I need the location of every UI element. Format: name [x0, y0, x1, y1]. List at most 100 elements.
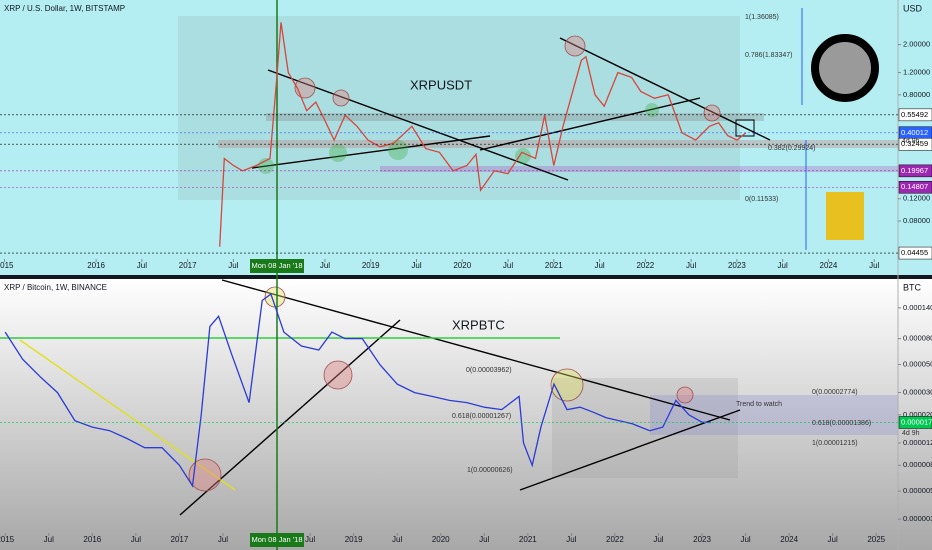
trendlines: [0, 37, 771, 516]
circle-mark: [515, 148, 531, 164]
x-tick-label: Jul: [479, 535, 489, 544]
x-tick-label: Jul: [503, 261, 513, 270]
x-tick-label: 2023: [693, 535, 711, 544]
x-tick-label: Jul: [131, 535, 141, 544]
price-tag-label: 0.55492: [901, 110, 928, 119]
price-tag: [898, 164, 932, 178]
x-tick-label: 2022: [636, 261, 654, 270]
x-tick-label: Jul: [740, 535, 750, 544]
bottom-panel-bg: [0, 279, 932, 550]
symbol-label: XRPUSDT: [410, 77, 472, 92]
x-tick-label: Jul: [392, 535, 402, 544]
x-tick-label: 2020: [453, 261, 471, 270]
x-tick-label: Jul: [778, 261, 788, 270]
x-tick-label: 2021: [519, 535, 537, 544]
price-tag: [898, 246, 932, 260]
focus-box: [735, 119, 755, 137]
y-tick-label: 0.00000500: [903, 486, 932, 495]
x-tick-label: 2016: [83, 535, 101, 544]
x-tick-label: Jul: [411, 261, 421, 270]
circle-mark: [703, 104, 721, 122]
moon-image: [811, 34, 879, 102]
price-tag-label: 0.14807: [901, 182, 928, 191]
x-tick-label: Jul: [137, 261, 147, 270]
annotation: 0(0.11533): [745, 196, 778, 203]
y-tick-label: 1.20000: [903, 68, 930, 77]
x-tick-label: 2017: [179, 261, 197, 270]
top-panel-bg: [0, 0, 932, 275]
y-tick-label: 0.00000300: [903, 514, 932, 523]
chart-title: XRP / U.S. Dollar, 1W, BITSTAMP: [4, 4, 125, 13]
annotation: 0.382(0.29924): [768, 145, 815, 152]
panel-divider: [0, 275, 932, 279]
annotation: 1(0.00000626): [467, 467, 513, 474]
price-tag: [898, 137, 932, 151]
annotation: 4d 9h: [902, 430, 920, 437]
trendline: [19, 339, 236, 491]
x-tick-label: 2015: [0, 261, 14, 270]
price-tag-label: 0.19967: [901, 166, 928, 175]
circle-mark: [676, 386, 694, 404]
circle-mark: [264, 286, 286, 308]
range-box: [552, 378, 738, 478]
price-line: [219, 22, 747, 247]
x-tick-label: 2019: [362, 261, 380, 270]
circle-mark: [329, 144, 347, 162]
annotation: 4d 9h: [902, 138, 920, 145]
circle-marks: [188, 35, 721, 492]
y-tick-label: 0.00000800: [903, 460, 932, 469]
x-tick-label: 2020: [432, 535, 450, 544]
y-tick-label: 0.08000: [903, 216, 930, 225]
annotation: Trend to watch: [736, 401, 782, 408]
x-tick-label: Jul: [228, 261, 238, 270]
y-tick-label: 0.00001200: [903, 438, 932, 447]
x-tick-label: Jul: [869, 261, 879, 270]
x-tick-label: Jul: [44, 535, 54, 544]
price-tag-label: 0.32459: [901, 139, 928, 148]
y-tick-label: 0.00008000: [903, 334, 932, 343]
x-tick-label: Jul: [828, 535, 838, 544]
circle-mark: [323, 360, 353, 390]
x-tick-label: 2022: [606, 535, 624, 544]
x-tick-label: 2015: [0, 535, 15, 544]
price-tag: [898, 108, 932, 122]
y-tick-label: 0.12000: [903, 194, 930, 203]
x-tick-label: 2017: [171, 535, 189, 544]
x-tick-label: Jul: [566, 535, 576, 544]
y-tick-label: 2.00000: [903, 40, 930, 49]
mascot-image: [826, 192, 864, 240]
trendline: [559, 37, 771, 141]
date-marker-tag: [250, 533, 304, 547]
x-tick-label: 2019: [345, 535, 363, 544]
x-tick-label: 2024: [780, 535, 798, 544]
annotation: 0(0.00003962): [466, 367, 512, 374]
y-tick-label: 0.00014000: [903, 303, 932, 312]
annotation: 0(0.00002774): [812, 389, 858, 396]
price-tag: [898, 180, 932, 194]
x-tick-label: 2023: [728, 261, 746, 270]
range-box: [178, 16, 740, 200]
x-tick-label: Jul: [305, 535, 315, 544]
circle-mark: [645, 103, 659, 117]
circle-mark: [332, 89, 350, 107]
trendline: [519, 409, 741, 491]
date-marker-tag: [250, 259, 304, 273]
price-tag-label: 0.00001742: [901, 417, 932, 426]
trendline: [251, 135, 491, 169]
y-tick-label: 0.00002000: [903, 410, 932, 419]
x-tick-label: 2025: [867, 535, 885, 544]
circle-mark: [550, 368, 584, 402]
price-line: [4, 292, 711, 488]
annotation: 0.618(0.00001386): [812, 420, 871, 427]
annotation: 1(0.00001215): [812, 440, 858, 447]
annotation: 0.618(0.00001267): [452, 413, 511, 420]
price-tag-label: 0.40012: [901, 128, 928, 137]
zone: [266, 113, 764, 121]
y-tick-label: 0.00003000: [903, 388, 932, 397]
price-tag-label: 0.04455: [901, 248, 928, 257]
y-tick-label: 0.80000: [903, 90, 930, 99]
x-tick-label: Jul: [686, 261, 696, 270]
x-tick-label: Jul: [653, 535, 663, 544]
trendline: [479, 97, 701, 151]
